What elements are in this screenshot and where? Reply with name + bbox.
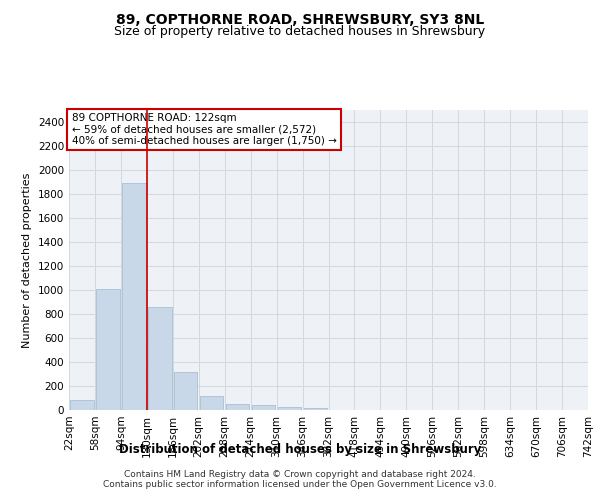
Bar [304, 408, 327, 410]
Bar [226, 404, 250, 410]
Text: 89, COPTHORNE ROAD, SHREWSBURY, SY3 8NL: 89, COPTHORNE ROAD, SHREWSBURY, SY3 8NL [116, 12, 484, 26]
Bar [278, 406, 301, 410]
Text: Size of property relative to detached houses in Shrewsbury: Size of property relative to detached ho… [115, 25, 485, 38]
Bar [70, 400, 94, 410]
Text: Distribution of detached houses by size in Shrewsbury: Distribution of detached houses by size … [119, 442, 481, 456]
Text: 89 COPTHORNE ROAD: 122sqm
← 59% of detached houses are smaller (2,572)
40% of se: 89 COPTHORNE ROAD: 122sqm ← 59% of detac… [71, 113, 337, 146]
Text: Contains public sector information licensed under the Open Government Licence v3: Contains public sector information licen… [103, 480, 497, 489]
Bar [148, 307, 172, 410]
Bar [96, 289, 119, 410]
Y-axis label: Number of detached properties: Number of detached properties [22, 172, 32, 348]
Bar [174, 372, 197, 410]
Bar [200, 396, 223, 410]
Bar [252, 406, 275, 410]
Text: Contains HM Land Registry data © Crown copyright and database right 2024.: Contains HM Land Registry data © Crown c… [124, 470, 476, 479]
Bar [122, 183, 146, 410]
